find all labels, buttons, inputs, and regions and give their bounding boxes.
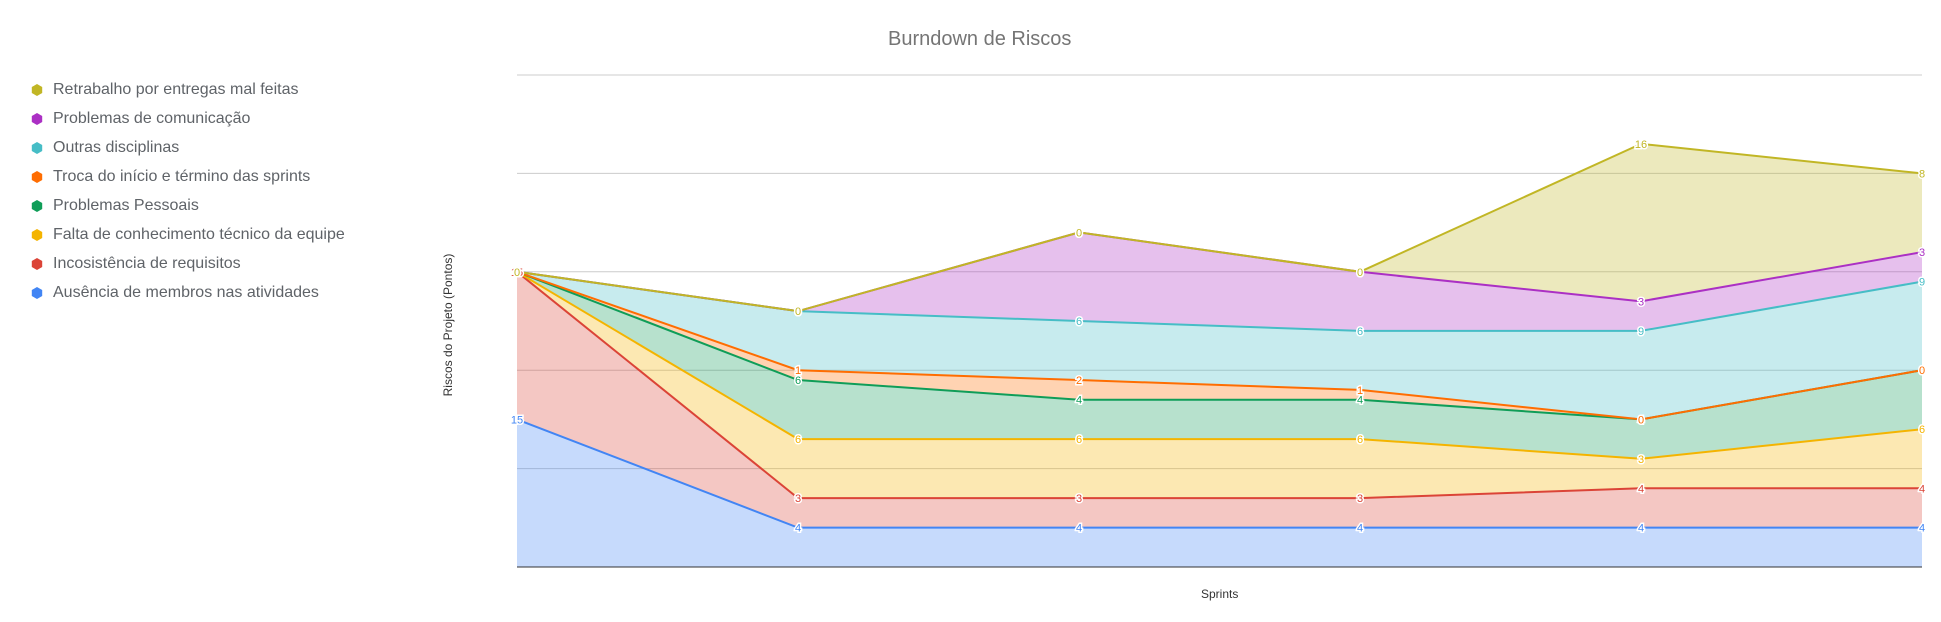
- legend-label: Outras disciplinas: [53, 138, 180, 156]
- data-label: 0: [514, 267, 520, 279]
- data-label: 6: [1919, 365, 1925, 377]
- area-Problemas Pessoais: [517, 271, 1922, 459]
- data-label: 4: [1357, 395, 1363, 407]
- data-label: 6: [1076, 316, 1082, 328]
- area-Incosistência de requisitos: [517, 271, 1922, 528]
- data-label: 6: [795, 306, 801, 318]
- legend-item: Retrabalho por entregas mal feitas: [30, 75, 345, 104]
- data-label: 0: [1919, 365, 1925, 377]
- data-label: 4: [1638, 523, 1644, 535]
- data-label: 4: [1076, 395, 1082, 407]
- area-Problemas de comunicação: [517, 232, 1922, 331]
- data-label: 4: [1638, 414, 1644, 426]
- legend-item: Ausência de membros nas atividades: [30, 278, 345, 307]
- area-Troca do início e término das sprints: [517, 271, 1922, 420]
- data-label: 3: [1638, 296, 1644, 308]
- data-label: 15: [511, 267, 523, 279]
- data-label: 4: [1076, 523, 1082, 535]
- legend-label: Falta de conhecimento técnico da equipe: [53, 225, 345, 243]
- data-label: 9: [1076, 227, 1082, 239]
- legend-swatch-icon: [30, 170, 44, 184]
- data-label: 3: [795, 493, 801, 505]
- data-label: 6: [1076, 434, 1082, 446]
- data-label: 3: [1357, 493, 1363, 505]
- legend-item: Problemas Pessoais: [30, 191, 345, 220]
- data-label: 6: [1357, 267, 1363, 279]
- data-label: 4: [1357, 523, 1363, 535]
- data-label: 3: [1919, 247, 1925, 259]
- legend-swatch-icon: [30, 199, 44, 213]
- series-line-Ausência de membros nas atividades: [516, 418, 1922, 529]
- legend-item: Falta de conhecimento técnico da equipe: [30, 220, 345, 249]
- data-label: 0: [514, 267, 520, 279]
- series-line-Troca do início e término das sprints: [516, 270, 1923, 421]
- data-label: 0: [1076, 227, 1082, 239]
- legend-item: Troca do início e término das sprints: [30, 162, 345, 191]
- series-line-Falta de conhecimento técnico da equipe: [516, 270, 1923, 460]
- legend-label: Problemas Pessoais: [53, 196, 199, 214]
- legend-item: Incosistência de requisitos: [30, 249, 345, 278]
- data-label: 6: [795, 375, 801, 387]
- data-label: 3: [1076, 493, 1082, 505]
- data-label: 0: [795, 306, 801, 318]
- data-label: 0: [514, 267, 520, 279]
- data-label: 2: [1076, 375, 1082, 387]
- data-label: 16: [1635, 139, 1647, 151]
- data-label: 4: [1919, 523, 1925, 535]
- data-label: 4: [1919, 483, 1925, 495]
- legend-item: Outras disciplinas: [30, 133, 345, 162]
- legend-label: Retrabalho por entregas mal feitas: [53, 80, 299, 98]
- data-label: 0: [1357, 267, 1363, 279]
- legend-label: Incosistência de requisitos: [53, 254, 241, 272]
- data-label: 0: [795, 306, 801, 318]
- area-Outras disciplinas: [517, 271, 1922, 420]
- x-axis-label: Sprints: [1201, 587, 1239, 601]
- legend-label: Ausência de membros nas atividades: [53, 283, 319, 301]
- area-Falta de conhecimento técnico da equipe: [517, 271, 1922, 499]
- legend-swatch-icon: [30, 83, 44, 97]
- chart-legend: Retrabalho por entregas mal feitas Proble…: [30, 75, 345, 307]
- data-label: 4: [1638, 483, 1644, 495]
- data-label: 9: [1638, 326, 1644, 338]
- data-label: 6: [1919, 424, 1925, 436]
- data-label: 0: [514, 267, 520, 279]
- area-Retrabalho por entregas mal feitas: [517, 143, 1922, 312]
- legend-swatch-icon: [30, 257, 44, 271]
- legend-label: Problemas de comunicação: [53, 109, 251, 127]
- legend-item: Problemas de comunicação: [30, 104, 345, 133]
- data-label: 1: [795, 365, 801, 377]
- data-label: 1: [1357, 385, 1363, 397]
- data-label: 0: [514, 267, 520, 279]
- data-label: 8: [1919, 168, 1925, 180]
- data-label: 6: [1357, 434, 1363, 446]
- data-label: 6: [795, 434, 801, 446]
- data-label: 15: [511, 414, 523, 426]
- data-label: 0: [1638, 414, 1644, 426]
- series-line-Incosistência de requisitos: [516, 271, 1922, 500]
- legend-swatch-icon: [30, 228, 44, 242]
- legend-swatch-icon: [30, 141, 44, 155]
- data-label: 6: [1357, 326, 1363, 338]
- data-label: 0: [514, 267, 520, 279]
- legend-swatch-icon: [30, 112, 44, 126]
- legend-swatch-icon: [30, 286, 44, 300]
- legend-label: Troca do início e término das sprints: [53, 167, 311, 185]
- series-line-Retrabalho por entregas mal feitas: [516, 142, 1923, 313]
- data-label: 9: [1919, 277, 1925, 289]
- chart-title: Burndown de Riscos: [888, 28, 1072, 50]
- area-Ausência de membros nas atividades: [517, 419, 1922, 567]
- data-label: 4: [795, 523, 801, 535]
- data-label: 3: [1638, 454, 1644, 466]
